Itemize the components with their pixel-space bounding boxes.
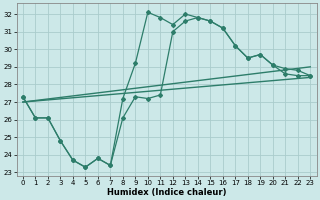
X-axis label: Humidex (Indice chaleur): Humidex (Indice chaleur): [107, 188, 226, 197]
